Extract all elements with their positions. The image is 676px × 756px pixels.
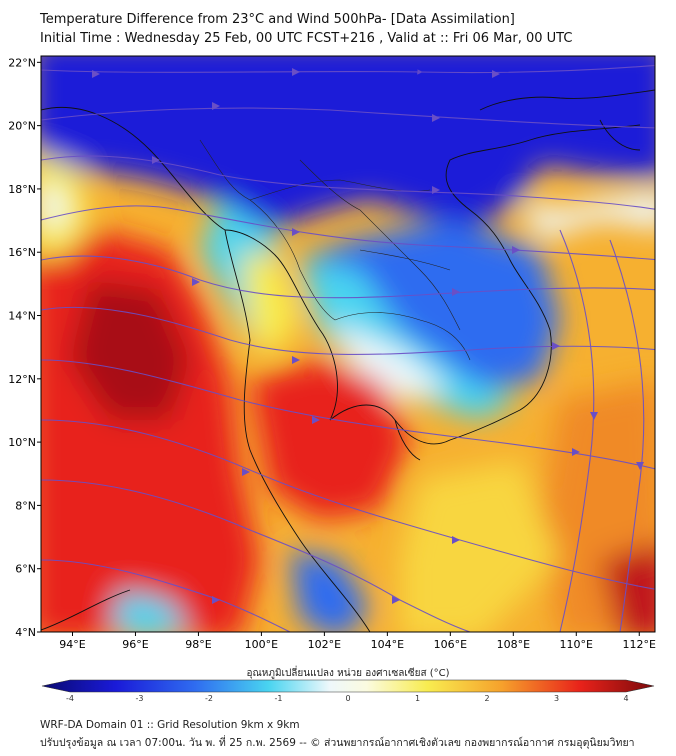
colorbar-tick-label: 3 — [554, 694, 559, 703]
lon-label: 108°E — [497, 638, 530, 651]
lat-label: 18°N — [8, 183, 36, 196]
colorbar-tick-label: -3 — [136, 694, 144, 703]
lat-label: 12°N — [8, 373, 36, 386]
colorbar-tick-label: 4 — [623, 694, 628, 703]
lat-label: 22°N — [8, 56, 36, 69]
lat-label: 4°N — [15, 626, 36, 639]
colorbar-label: อุณหภูมิเปลี่ยนแปลง หน่วย องศาเซลเซียส (… — [246, 665, 449, 679]
lat-label: 8°N — [15, 499, 36, 512]
map-subtitle: Initial Time : Wednesday 25 Feb, 00 UTC … — [40, 31, 573, 46]
lon-label: 110°E — [560, 638, 593, 651]
lon-label: 98°E — [185, 638, 211, 651]
latitude-axis: 22°N 20°N 18°N 16°N 14°N 12°N 10°N 8°N 6°N 4°N — [8, 56, 41, 639]
colorbar-tick-label: 2 — [484, 694, 489, 703]
lon-label: 94°E — [59, 638, 85, 651]
colorbar-tick-label: -2 — [205, 694, 213, 703]
lon-label: 102°E — [308, 638, 341, 651]
lon-label: 106°E — [434, 638, 467, 651]
footer-grid-info: WRF-DA Domain 01 :: Grid Resolution 9km … — [40, 719, 300, 731]
map-frame — [40, 55, 656, 633]
lat-label: 14°N — [8, 310, 36, 323]
temperature-field — [41, 56, 655, 632]
lon-label: 104°E — [371, 638, 404, 651]
lat-label: 16°N — [8, 246, 36, 259]
lon-label: 96°E — [122, 638, 148, 651]
colorbar-tick-label: 0 — [345, 694, 350, 703]
colorbar-tick-label: -4 — [66, 694, 74, 703]
map-title: Temperature Difference from 23°C and Win… — [40, 12, 515, 27]
colorbar-ticks: -4 -3 -2 -1 0 1 2 3 4 — [66, 694, 629, 703]
footer-credit: ปรับปรุงข้อมูล ณ เวลา 07:00น. วัน พ. ที่… — [40, 737, 635, 749]
lat-label: 6°N — [15, 563, 36, 576]
colorbar-tick-label: -1 — [275, 694, 283, 703]
lon-label: 112°E — [623, 638, 656, 651]
colorbar — [41, 679, 655, 693]
lat-label: 20°N — [8, 120, 36, 133]
lat-label: 10°N — [8, 436, 36, 449]
streamline-arrows — [92, 68, 644, 604]
coastlines — [41, 89, 655, 632]
wind-streamlines — [41, 64, 655, 632]
longitude-axis: 94°E 96°E 98°E 100°E 102°E 104°E 106°E 108°E 110… — [59, 632, 656, 651]
lon-label: 100°E — [245, 638, 278, 651]
colorbar-tick-label: 1 — [415, 694, 420, 703]
